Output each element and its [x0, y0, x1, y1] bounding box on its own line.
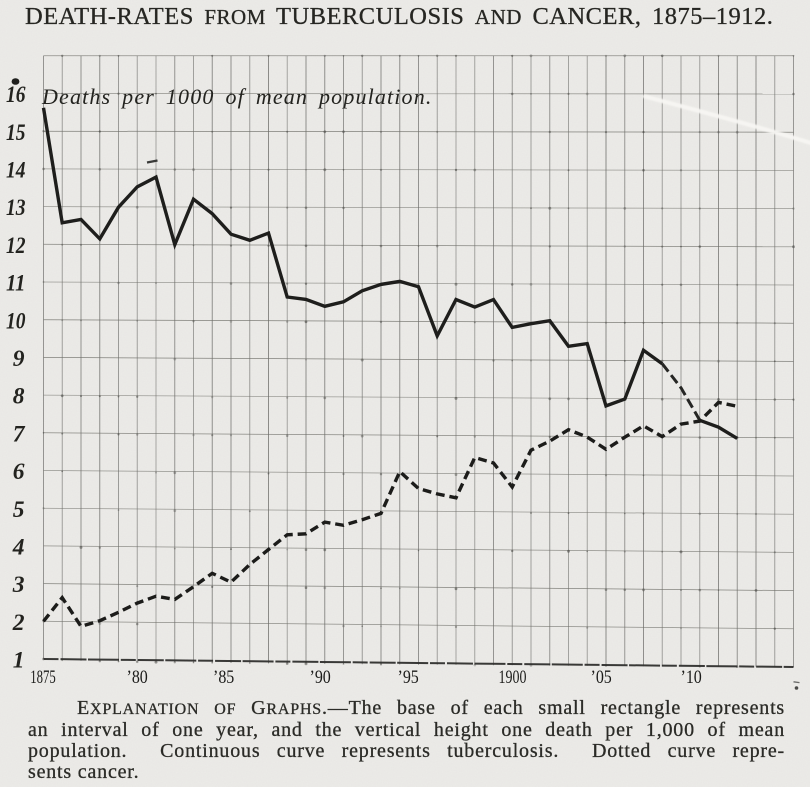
svg-text:1900: 1900 — [499, 667, 527, 688]
svg-text:13: 13 — [6, 195, 26, 221]
svg-text:10: 10 — [6, 308, 26, 334]
svg-text:9: 9 — [13, 346, 25, 372]
svg-text:2: 2 — [12, 610, 25, 636]
svg-text:Deaths per 1000 of mean popula: Deaths per 1000 of mean population. — [41, 84, 433, 109]
svg-text:’90: ’90 — [310, 667, 331, 688]
svg-text:1: 1 — [13, 648, 25, 674]
svg-text:6: 6 — [13, 459, 25, 485]
svg-text:’95: ’95 — [398, 667, 419, 688]
svg-text:7: 7 — [13, 421, 26, 447]
svg-text:’10: ’10 — [681, 667, 702, 688]
svg-text:5: 5 — [13, 497, 25, 523]
svg-text:’85: ’85 — [213, 667, 234, 688]
svg-text:’05: ’05 — [591, 667, 612, 688]
svg-text:1875: 1875 — [30, 667, 56, 688]
svg-text:8: 8 — [13, 384, 25, 410]
svg-text:15: 15 — [6, 120, 26, 146]
svg-text:14: 14 — [6, 158, 26, 184]
svg-text:3: 3 — [12, 572, 25, 598]
svg-text:’80: ’80 — [127, 667, 148, 688]
svg-text:12: 12 — [6, 233, 26, 259]
svg-text:11: 11 — [6, 271, 26, 297]
svg-text:16: 16 — [6, 82, 26, 108]
svg-text:4: 4 — [12, 535, 25, 561]
